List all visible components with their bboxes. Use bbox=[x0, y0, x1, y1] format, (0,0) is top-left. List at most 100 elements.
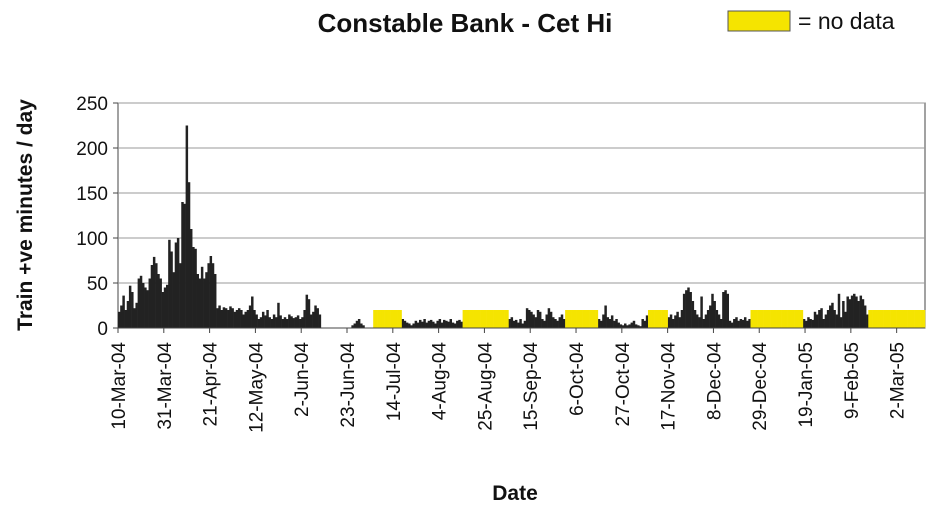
bar bbox=[870, 310, 873, 328]
bar bbox=[621, 325, 625, 328]
bar bbox=[183, 203, 186, 328]
bar bbox=[438, 319, 442, 328]
bar bbox=[676, 311, 679, 328]
bar bbox=[521, 323, 524, 328]
bar bbox=[850, 295, 854, 328]
bar bbox=[571, 310, 575, 328]
bar bbox=[165, 284, 169, 328]
bar bbox=[735, 317, 738, 328]
bar bbox=[885, 310, 889, 328]
bar bbox=[562, 319, 566, 328]
bar bbox=[785, 310, 788, 328]
bar bbox=[270, 319, 274, 328]
bar bbox=[595, 310, 599, 328]
bar bbox=[189, 229, 193, 328]
bar bbox=[253, 310, 256, 328]
bar bbox=[161, 292, 165, 328]
bar bbox=[131, 292, 134, 328]
bar bbox=[846, 296, 849, 328]
bar bbox=[235, 310, 239, 328]
bar bbox=[514, 319, 518, 328]
bar bbox=[357, 319, 361, 328]
bar bbox=[198, 278, 202, 328]
bar bbox=[482, 310, 485, 328]
bar bbox=[477, 310, 481, 328]
bar bbox=[432, 321, 435, 328]
bar bbox=[486, 310, 490, 328]
bar bbox=[240, 310, 243, 328]
bar bbox=[914, 310, 917, 328]
bar bbox=[669, 314, 673, 328]
bar bbox=[765, 310, 769, 328]
bar bbox=[532, 314, 535, 328]
legend-swatch bbox=[727, 10, 791, 32]
bar bbox=[682, 293, 686, 328]
bar bbox=[375, 310, 378, 328]
bar bbox=[288, 314, 291, 328]
bar bbox=[615, 319, 618, 328]
bar bbox=[761, 310, 764, 328]
bar bbox=[652, 310, 655, 328]
bar bbox=[733, 319, 736, 328]
x-tick-label: 9-Feb-05 bbox=[842, 342, 863, 419]
bar bbox=[139, 275, 143, 328]
bar bbox=[185, 125, 189, 328]
bar bbox=[626, 325, 629, 328]
bar bbox=[399, 310, 402, 328]
bar bbox=[181, 202, 184, 328]
x-tick-label: 2-Mar-05 bbox=[888, 342, 909, 419]
bar bbox=[377, 310, 381, 328]
bar bbox=[528, 310, 531, 328]
bar bbox=[538, 311, 542, 328]
bar bbox=[462, 310, 466, 328]
bar bbox=[484, 310, 487, 328]
bar bbox=[144, 287, 147, 328]
bar bbox=[754, 310, 758, 328]
x-tick-label: 6-Oct-04 bbox=[567, 342, 588, 416]
bar bbox=[447, 321, 450, 328]
x-tick-label: 15-Sep-04 bbox=[521, 342, 542, 431]
bar bbox=[628, 324, 631, 328]
bar bbox=[445, 320, 448, 328]
bar bbox=[405, 322, 409, 328]
bar bbox=[898, 310, 902, 328]
bar bbox=[776, 310, 780, 328]
bar bbox=[453, 323, 457, 328]
bar bbox=[148, 278, 152, 328]
bar bbox=[746, 320, 749, 328]
bar bbox=[584, 310, 588, 328]
bar bbox=[222, 307, 226, 328]
bar bbox=[778, 310, 782, 328]
bar bbox=[907, 310, 911, 328]
bar bbox=[842, 301, 845, 328]
bar bbox=[671, 319, 675, 328]
bar bbox=[859, 295, 863, 328]
bar bbox=[685, 290, 688, 328]
bar bbox=[517, 322, 520, 328]
bar bbox=[314, 305, 317, 328]
bar bbox=[610, 315, 614, 328]
bar bbox=[706, 310, 710, 328]
x-tick-label: 4-Aug-04 bbox=[430, 342, 451, 421]
bar bbox=[820, 308, 823, 328]
bar bbox=[824, 314, 828, 328]
bar bbox=[770, 310, 773, 328]
bar bbox=[896, 310, 900, 328]
bar bbox=[602, 314, 605, 328]
bar bbox=[275, 317, 278, 328]
bar bbox=[386, 310, 389, 328]
bar bbox=[414, 320, 418, 328]
bar bbox=[892, 310, 895, 328]
bar bbox=[809, 319, 812, 328]
bar bbox=[501, 310, 505, 328]
x-tick-label: 2-Jun-04 bbox=[292, 342, 313, 417]
bar bbox=[469, 310, 472, 328]
bar bbox=[591, 310, 594, 328]
bar bbox=[730, 322, 734, 328]
bar bbox=[695, 314, 699, 328]
bar bbox=[794, 310, 797, 328]
y-tick-label: 0 bbox=[97, 319, 108, 340]
bar bbox=[818, 310, 821, 328]
bar bbox=[700, 296, 703, 328]
bar bbox=[266, 310, 269, 328]
